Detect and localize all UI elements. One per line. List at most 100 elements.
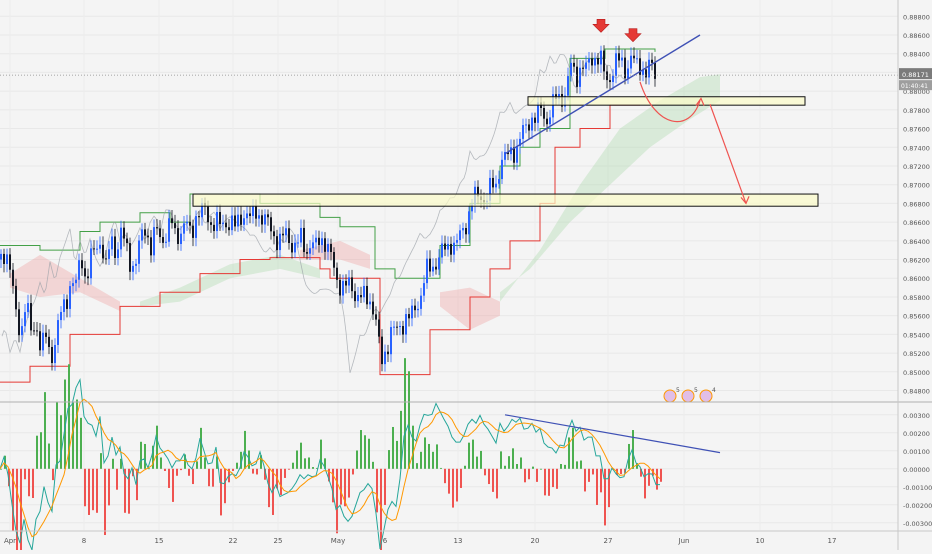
candle-body	[378, 319, 380, 337]
candle-body	[132, 265, 134, 272]
candle-body	[408, 314, 410, 319]
price-tick-label: 0.87000	[903, 182, 930, 190]
macd-histogram-bar	[444, 468, 446, 484]
candle-body	[360, 295, 362, 298]
candle-body	[375, 314, 377, 320]
price-tick-label: 0.85200	[903, 350, 930, 358]
time-tick-label: 8	[82, 537, 86, 545]
macd-histogram-bar	[296, 450, 298, 469]
macd-histogram-bar	[192, 468, 194, 485]
candle-body	[270, 217, 272, 232]
candle-body	[624, 57, 626, 79]
candle-body	[642, 69, 644, 75]
candle-body	[339, 279, 341, 296]
candle-body	[288, 228, 290, 244]
candle-body	[318, 237, 320, 246]
macd-histogram-bar	[544, 468, 546, 496]
candle-body	[363, 285, 365, 298]
candle-body	[603, 50, 605, 72]
candle-body	[213, 224, 215, 232]
candle-body	[633, 55, 635, 59]
macd-histogram-bar	[436, 444, 438, 469]
candle-body	[246, 213, 248, 219]
time-tick-label: 22	[229, 537, 238, 545]
projection-down-line	[709, 104, 747, 204]
candle-body	[231, 215, 233, 231]
macd-histogram-bar	[324, 458, 326, 469]
candle-body	[429, 258, 431, 272]
price-tick-label: 0.85600	[903, 313, 930, 321]
candle-body	[183, 223, 185, 234]
candle-body	[198, 216, 200, 218]
candle-body	[594, 58, 596, 66]
candle-body	[549, 117, 551, 125]
macd-histogram-bar	[52, 468, 54, 481]
candle-body	[612, 75, 614, 83]
macd-histogram-bar	[380, 468, 382, 554]
macd-histogram-bar	[128, 468, 130, 514]
macd-histogram-bar	[172, 468, 174, 502]
candle-body	[492, 177, 494, 188]
macd-histogram-bar	[80, 417, 82, 469]
macd-histogram-bar	[500, 451, 502, 469]
candle-body	[258, 215, 260, 219]
macd-histogram-bar	[632, 430, 634, 469]
macd-histogram-bar	[136, 468, 138, 501]
candle-body	[456, 240, 458, 243]
candle-body	[354, 291, 356, 302]
macd-histogram-bar	[440, 467, 442, 469]
candle-body	[162, 237, 164, 243]
candle-body	[426, 258, 428, 284]
candle-body	[585, 62, 587, 69]
candle-body	[582, 67, 584, 69]
candle-body	[282, 233, 284, 236]
candle-body	[345, 280, 347, 286]
candle-body	[648, 59, 650, 78]
macd-histogram-bar	[60, 415, 62, 469]
indicator-marker-label: 5	[676, 387, 680, 394]
candle-body	[366, 285, 368, 305]
candle-body	[96, 248, 98, 250]
macd-histogram-bar	[336, 468, 338, 534]
price-tick-label: 0.87400	[903, 144, 930, 152]
macd-histogram-bar	[640, 468, 642, 477]
candle-body	[72, 283, 74, 287]
macd-histogram-bar	[124, 468, 126, 513]
macd-histogram-bar	[48, 443, 50, 469]
macd-histogram-bar	[588, 468, 590, 482]
candle-body	[423, 283, 425, 296]
macd-tick-label: -0.00100	[903, 484, 932, 492]
macd-histogram-bar	[72, 402, 74, 469]
candle-body	[498, 179, 500, 184]
candle-body	[60, 311, 62, 321]
macd-histogram-bar	[364, 435, 366, 469]
candle-body	[639, 58, 641, 75]
time-tick-label: 25	[274, 537, 283, 545]
candle-body	[567, 76, 569, 96]
macd-histogram-bar	[656, 468, 658, 490]
macd-histogram-bar	[272, 468, 274, 515]
candle-body	[174, 223, 176, 229]
macd-histogram-bar	[572, 427, 574, 469]
macd-histogram-bar	[268, 468, 270, 508]
ichimoku-cloud	[10, 254, 120, 311]
macd-histogram-bar	[288, 468, 290, 470]
candle-body	[18, 309, 20, 336]
candle-body	[9, 254, 11, 270]
macd-histogram-bar	[508, 456, 510, 469]
candle-body	[12, 269, 14, 286]
candle-body	[327, 243, 329, 252]
macd-histogram-bar	[360, 430, 362, 469]
candle-body	[189, 221, 191, 226]
candle-body	[531, 117, 533, 131]
candle-body	[522, 125, 524, 139]
macd-histogram-bar	[196, 461, 198, 469]
candle-body	[309, 248, 311, 254]
candle-body	[195, 216, 197, 238]
macd-histogram-bar	[580, 460, 582, 469]
macd-histogram-bar	[188, 468, 190, 476]
candle-body	[306, 252, 308, 254]
candle-body	[159, 228, 161, 238]
